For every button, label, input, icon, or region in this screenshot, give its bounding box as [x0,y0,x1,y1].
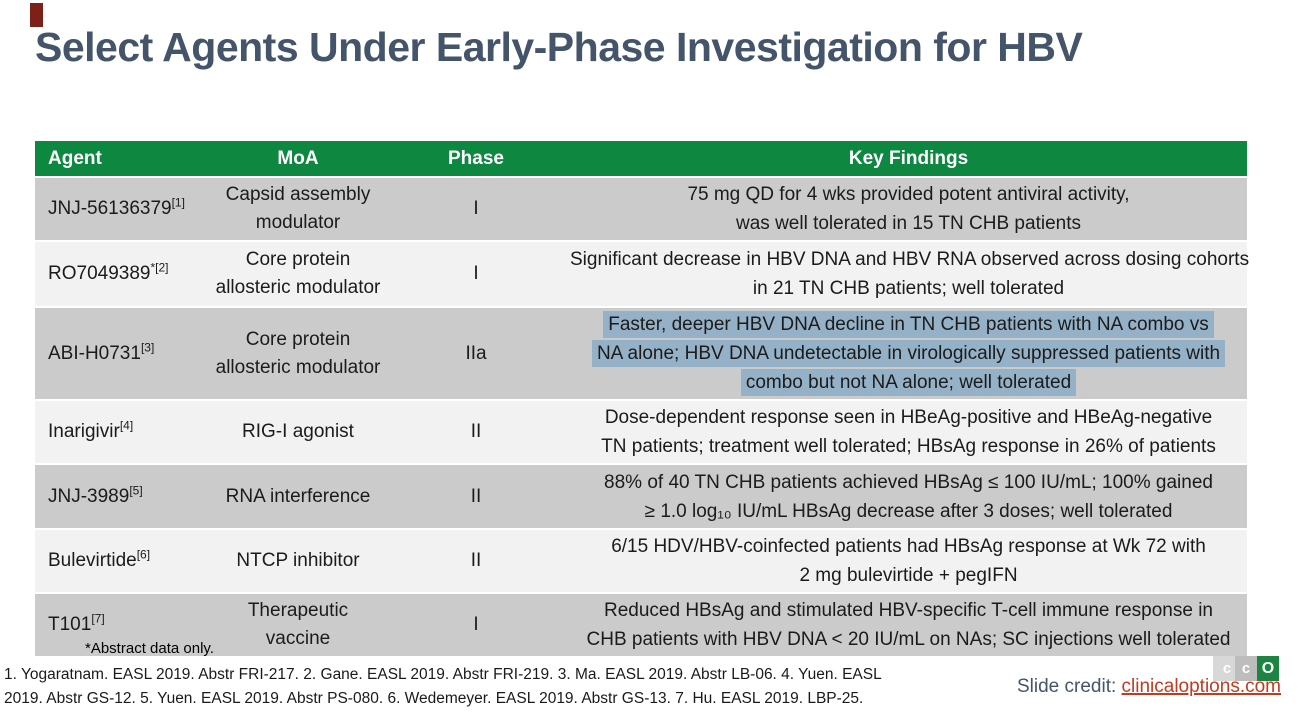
agent-name: Inarigivir [48,421,120,442]
cco-logo: c c O [1213,656,1279,681]
findings-line: Dose-dependent response seen in HBeAg-po… [604,407,1213,428]
key-findings-cell: Faster, deeper HBV DNA decline in TN CHB… [570,306,1247,399]
moa-cell: Core protein allosteric modulator [214,306,382,399]
table-row: T101[7] Therapeutic vaccine I Reduced HBsAg… [35,592,1247,656]
table-row: Inarigivir[4] RIG-I agonist II Dose-depende… [35,399,1247,463]
column-header-moa: MoA [214,141,382,176]
table-row: JNJ-56136379[1] Capsid assembly modulator I… [35,176,1247,240]
agent-reference-number: [3] [140,340,155,355]
agent-cell: ABI-H0731[3] [35,306,214,399]
cco-logo-square-3: O [1257,656,1279,681]
moa-line: allosteric modulator [215,356,381,378]
key-findings-cell: 75 mg QD for 4 wks provided potent antiv… [570,176,1247,240]
moa-line: modulator [255,212,341,233]
moa-cell: RNA interference [214,463,382,528]
findings-line-highlighted: combo but not NA alone; well tolerated [740,369,1077,396]
key-findings-cell: Reduced HBsAg and stimulated HBV-specifi… [570,592,1247,656]
moa-line: allosteric modulator [215,277,381,298]
cco-logo-square-1: c [1213,656,1235,681]
findings-line: 2 mg bulevirtide + pegIFN [799,565,1018,586]
phase-cell: I [382,240,570,306]
findings-line: was well tolerated in 15 TN CHB patients [736,213,1081,234]
agent-cell: Bulevirtide[6] [35,528,214,592]
moa-line: Therapeutic vaccine [247,600,349,649]
agent-name: JNJ-56136379 [48,198,172,219]
moa-cell: RIG-I agonist [214,399,382,463]
agent-reference-number: [4] [119,418,134,433]
moa-cell: Core protein allosteric modulator [214,240,382,306]
agent-name: RO7049389 [48,263,151,284]
key-findings-cell: Dose-dependent response seen in HBeAg-po… [570,399,1247,463]
key-findings-cell: 6/15 HDV/HBV-coinfected patients had HBs… [570,528,1247,592]
agent-cell: T101[7] [35,592,214,656]
phase-cell: I [382,176,570,240]
moa-line: RNA interference [225,485,371,507]
agent-reference-number: [6] [136,547,151,562]
agent-reference-number: [1] [171,195,185,210]
findings-line: in 21 TN CHB patients; well tolerated [752,278,1065,299]
table-body: JNJ-56136379[1] Capsid assembly modulator I… [35,176,1250,656]
references-line-1: 1. Yogaratnam. EASL 2019. Abstr FRI-217.… [4,666,882,683]
moa-line: Core protein [245,328,351,350]
footnote: *Abstract data only. [85,640,214,657]
findings-line: 6/15 HDV/HBV-coinfected patients had HBs… [611,536,1206,557]
agent-name: Bulevirtide [48,550,137,571]
agent-name: JNJ-3989 [48,485,130,507]
slide-credit-link[interactable]: clinicaloptions.com [1121,676,1281,697]
findings-line-highlighted: NA alone; HBV DNA undetectable in virolo… [591,340,1226,367]
moa-line: Core protein [245,249,351,270]
agent-reference-number: *[2] [150,260,169,275]
accent-bar [30,3,43,27]
findings-line-highlighted: Faster, deeper HBV DNA decline in TN CHB… [603,311,1214,338]
slide-credit-label: Slide credit: [1016,676,1122,697]
agent-cell: JNJ-56136379[1] [35,176,214,240]
column-header-key-findings: Key Findings [570,141,1247,176]
table-row: JNJ-3989[5] RNA interference II 88% of 40 T… [35,463,1247,528]
agent-cell: RO7049389*[2] [35,240,214,306]
moa-cell: Therapeutic vaccine [214,592,382,656]
header-row: Agent MoA Phase Key Findings [35,141,1247,176]
phase-cell: IIa [382,306,570,399]
agent-reference-number: [7] [91,611,105,626]
key-findings-cell: Significant decrease in HBV DNA and HBV … [570,240,1250,306]
table-header: Agent MoA Phase Key Findings [35,141,1247,176]
page-title: Select Agents Under Early-Phase Investig… [35,24,1083,70]
cco-logo-square-2: c [1235,656,1257,681]
findings-line: ≥ 1.0 log₁₀ IU/mL HBsAg decrease after 3… [644,500,1173,522]
table-row: Bulevirtide[6] NTCP inhibitor II 6/15 HDV/H… [35,528,1247,592]
moa-cell: NTCP inhibitor [214,528,382,592]
phase-cell: II [382,399,570,463]
references: 1. Yogaratnam. EASL 2019. Abstr FRI-217.… [4,663,882,711]
references-line-2: 2019. Abstr GS-12. 5. Yuen. EASL 2019. A… [4,690,864,707]
table-row: ABI-H0731[3] Core protein allosteric modul… [35,306,1247,399]
agent-cell: Inarigivir[4] [35,399,214,463]
phase-cell: II [382,463,570,528]
moa-line: NTCP inhibitor [236,550,360,571]
agents-table: Agent MoA Phase Key Findings JNJ-5613637… [35,141,1250,656]
table-row: RO7049389*[2] Core protein allosteric modu… [35,240,1250,306]
moa-cell: Capsid assembly modulator [214,176,382,240]
slide-credit: Slide credit: clinicaloptions.com [1017,676,1281,698]
findings-line: 75 mg QD for 4 wks provided potent antiv… [687,184,1130,205]
phase-cell: I [382,592,570,656]
agent-name: T101 [48,614,92,635]
column-header-agent: Agent [35,141,214,176]
phase-cell: II [382,528,570,592]
agent-reference-number: [5] [129,483,143,498]
findings-line: 88% of 40 TN CHB patients achieved HBsAg… [604,471,1213,493]
findings-line: CHB patients with HBV DNA < 20 IU/mL on … [586,629,1231,650]
findings-line: Reduced HBsAg and stimulated HBV-specifi… [604,600,1213,621]
column-header-phase: Phase [382,141,570,176]
moa-line: RIG-I agonist [242,421,354,442]
agent-name: ABI-H0731 [48,342,141,364]
key-findings-cell: 88% of 40 TN CHB patients achieved HBsAg… [570,463,1247,528]
findings-line: Significant decrease in HBV DNA and HBV … [570,249,1250,270]
moa-line: Capsid assembly [225,184,371,205]
agent-cell: JNJ-3989[5] [35,463,214,528]
findings-line: TN patients; treatment well tolerated; H… [601,436,1216,457]
